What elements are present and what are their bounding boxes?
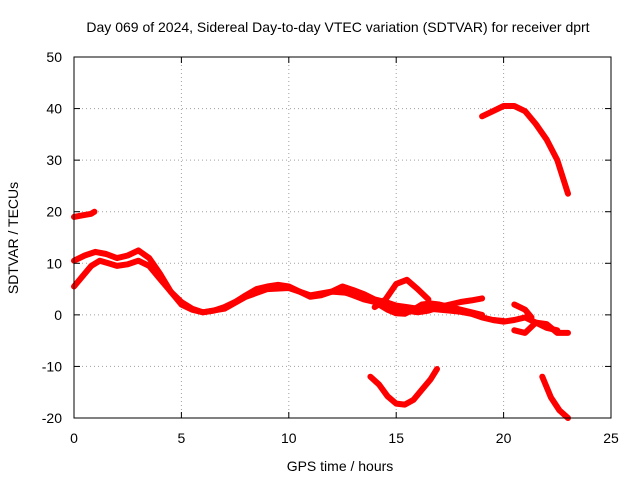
grid-layer [74, 57, 611, 418]
series-arc-main-b [71, 257, 378, 316]
x-tick-label: 0 [70, 430, 78, 446]
series-arc-late-dip [511, 301, 535, 321]
series-arc-hump-15 [367, 296, 486, 318]
y-tick-label: 50 [46, 49, 62, 65]
tick-layer: 0 5 10 15 20 25 -20 -10 0 10 20 30 40 50 [42, 49, 619, 446]
y-tick-label: 0 [54, 307, 62, 323]
x-axis-label: GPS time / hours [287, 458, 394, 474]
y-tick-label: -10 [42, 358, 62, 374]
x-tick-label: 15 [388, 430, 404, 446]
y-tick-label: 30 [46, 152, 62, 168]
y-tick-label: -20 [42, 410, 62, 426]
x-tick-label: 25 [603, 430, 619, 446]
series-arc-valley-15 [367, 366, 440, 408]
series-arc-bump-15 [371, 276, 432, 311]
series-arc-late-up [489, 314, 561, 334]
series-arc-top-right [479, 103, 571, 197]
y-tick-label: 40 [46, 101, 62, 117]
chart-title: Day 069 of 2024, Sidereal Day-to-day VTE… [86, 19, 589, 35]
series-arc-start-high [71, 208, 98, 220]
x-tick-label: 10 [281, 430, 297, 446]
x-tick-label: 5 [178, 430, 186, 446]
series-layer [71, 103, 571, 421]
x-tick-label: 20 [496, 430, 512, 446]
series-arc-descent-22 [539, 373, 571, 421]
y-tick-label: 10 [46, 255, 62, 271]
y-axis-label: SDTVAR / TECUs [5, 182, 21, 294]
plot-frame [73, 56, 612, 419]
y-tick-label: 20 [46, 204, 62, 220]
